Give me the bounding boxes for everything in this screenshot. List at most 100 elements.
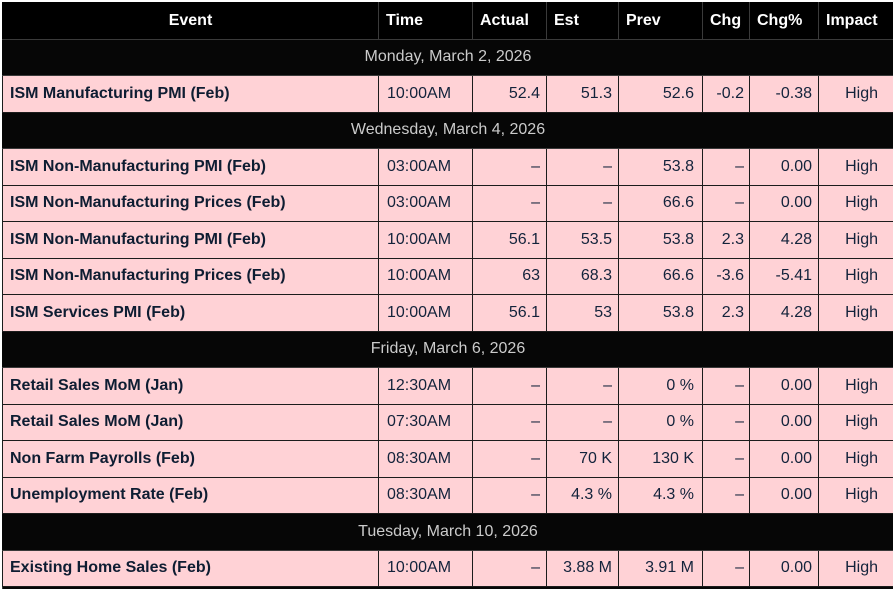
- event-cell: ISM Manufacturing PMI (Feb): [2, 75, 379, 113]
- event-cell: ISM Non-Manufacturing PMI (Feb): [2, 148, 379, 186]
- event-row: ISM Manufacturing PMI (Feb) 10:00AM 52.4 51…: [2, 75, 893, 113]
- impact-cell: High: [818, 367, 893, 405]
- prev-cell: 53.8: [618, 221, 703, 259]
- date-separator-label: Wednesday, March 4, 2026: [2, 111, 893, 149]
- chg-cell: -0.2: [702, 75, 750, 113]
- est-cell: 51.3: [546, 75, 619, 113]
- event-row: ISM Non-Manufacturing PMI (Feb) 03:00AM – –…: [2, 148, 893, 186]
- time-cell: 10:00AM: [378, 257, 473, 295]
- time-cell: 07:30AM: [378, 403, 473, 441]
- event-row: ISM Services PMI (Feb) 10:00AM 56.1 53 53.8 2…: [2, 294, 893, 332]
- impact-cell: High: [818, 294, 893, 332]
- event-cell: Unemployment Rate (Feb): [2, 476, 379, 514]
- chg-cell: –: [702, 476, 750, 514]
- chg-cell: 2.3: [702, 294, 750, 332]
- date-separator-row: Tuesday, March 10, 2026: [2, 513, 893, 551]
- chg-cell: –: [702, 184, 750, 222]
- impact-cell: High: [818, 476, 893, 514]
- time-cell: 03:00AM: [378, 184, 473, 222]
- chg-cell: –: [702, 440, 750, 478]
- est-cell: –: [546, 184, 619, 222]
- calendar-table-body: Monday, March 2, 2026 ISM Manufacturing P…: [2, 38, 893, 589]
- chg-pct-cell: 0.00: [749, 549, 819, 587]
- impact-cell: High: [818, 549, 893, 587]
- actual-cell: 52.4: [472, 75, 547, 113]
- time-cell: 10:00AM: [378, 221, 473, 259]
- column-header-event: Event: [2, 2, 379, 40]
- header-row: Event Time Actual Est Prev Chg Chg% Impact: [2, 2, 893, 40]
- chg-pct-cell: 0.00: [749, 148, 819, 186]
- actual-cell: –: [472, 148, 547, 186]
- chg-cell: –: [702, 403, 750, 441]
- chg-pct-cell: 4.28: [749, 221, 819, 259]
- chg-cell: –: [702, 148, 750, 186]
- chg-pct-cell: -5.41: [749, 257, 819, 295]
- chg-pct-cell: 4.28: [749, 294, 819, 332]
- actual-cell: –: [472, 440, 547, 478]
- event-row: ISM Non-Manufacturing PMI (Feb) 10:00AM 56…: [2, 221, 893, 259]
- est-cell: 70 K: [546, 440, 619, 478]
- prev-cell: 66.6: [618, 184, 703, 222]
- chg-pct-cell: -0.38: [749, 75, 819, 113]
- actual-cell: –: [472, 367, 547, 405]
- actual-cell: –: [472, 476, 547, 514]
- date-separator-row: Wednesday, March 4, 2026: [2, 111, 893, 149]
- event-row: Retail Sales MoM (Jan) 07:30AM – –0 % –0.00 H…: [2, 403, 893, 441]
- prev-cell: 130 K: [618, 440, 703, 478]
- chg-cell: -3.6: [702, 257, 750, 295]
- event-cell: ISM Non-Manufacturing Prices (Feb): [2, 257, 379, 295]
- est-cell: 3.88 M: [546, 549, 619, 587]
- event-cell: Existing Home Sales (Feb): [2, 549, 379, 587]
- chg-pct-cell: 0.00: [749, 403, 819, 441]
- est-cell: 53.5: [546, 221, 619, 259]
- prev-cell: 53.8: [618, 294, 703, 332]
- event-cell: Retail Sales MoM (Jan): [2, 403, 379, 441]
- est-cell: 68.3: [546, 257, 619, 295]
- est-cell: –: [546, 148, 619, 186]
- date-separator-row: Friday, March 6, 2026: [2, 330, 893, 368]
- event-cell: Retail Sales MoM (Jan): [2, 367, 379, 405]
- chg-pct-cell: 0.00: [749, 184, 819, 222]
- chg-pct-cell: 0.00: [749, 476, 819, 514]
- column-header-chg-pct: Chg%: [749, 2, 819, 40]
- event-cell: ISM Non-Manufacturing Prices (Feb): [2, 184, 379, 222]
- event-cell: Non Farm Payrolls (Feb): [2, 440, 379, 478]
- impact-cell: High: [818, 257, 893, 295]
- event-row: ISM Non-Manufacturing Prices (Feb) 03:00A…: [2, 184, 893, 222]
- impact-cell: High: [818, 148, 893, 186]
- column-header-time: Time: [378, 2, 473, 40]
- est-cell: 4.3 %: [546, 476, 619, 514]
- column-header-chg: Chg: [702, 2, 750, 40]
- actual-cell: 63: [472, 257, 547, 295]
- prev-cell: 53.8: [618, 148, 703, 186]
- event-cell: ISM Services PMI (Feb): [2, 294, 379, 332]
- impact-cell: High: [818, 75, 893, 113]
- chg-cell: 2.3: [702, 221, 750, 259]
- column-header-impact: Impact: [818, 2, 893, 40]
- time-cell: 10:00AM: [378, 75, 473, 113]
- prev-cell: 3.91 M: [618, 549, 703, 587]
- time-cell: 08:30AM: [378, 440, 473, 478]
- prev-cell: 4.3 %: [618, 476, 703, 514]
- date-separator-label: Tuesday, March 10, 2026: [2, 513, 893, 551]
- est-cell: –: [546, 367, 619, 405]
- event-row: Unemployment Rate (Feb) 08:30AM –4.3 % 4.3 …: [2, 476, 893, 514]
- impact-cell: High: [818, 184, 893, 222]
- time-cell: 03:00AM: [378, 148, 473, 186]
- prev-cell: 66.6: [618, 257, 703, 295]
- date-separator-label: Friday, March 6, 2026: [2, 330, 893, 368]
- actual-cell: 56.1: [472, 294, 547, 332]
- chg-cell: –: [702, 367, 750, 405]
- prev-cell: 52.6: [618, 75, 703, 113]
- chg-cell: –: [702, 549, 750, 587]
- prev-cell: 0 %: [618, 403, 703, 441]
- date-separator-label: Monday, March 2, 2026: [2, 38, 893, 76]
- time-cell: 08:30AM: [378, 476, 473, 514]
- actual-cell: –: [472, 403, 547, 441]
- est-cell: –: [546, 403, 619, 441]
- actual-cell: –: [472, 549, 547, 587]
- event-row: Non Farm Payrolls (Feb) 08:30AM –70 K 130 K…: [2, 440, 893, 478]
- event-row: ISM Non-Manufacturing Prices (Feb) 10:00A…: [2, 257, 893, 295]
